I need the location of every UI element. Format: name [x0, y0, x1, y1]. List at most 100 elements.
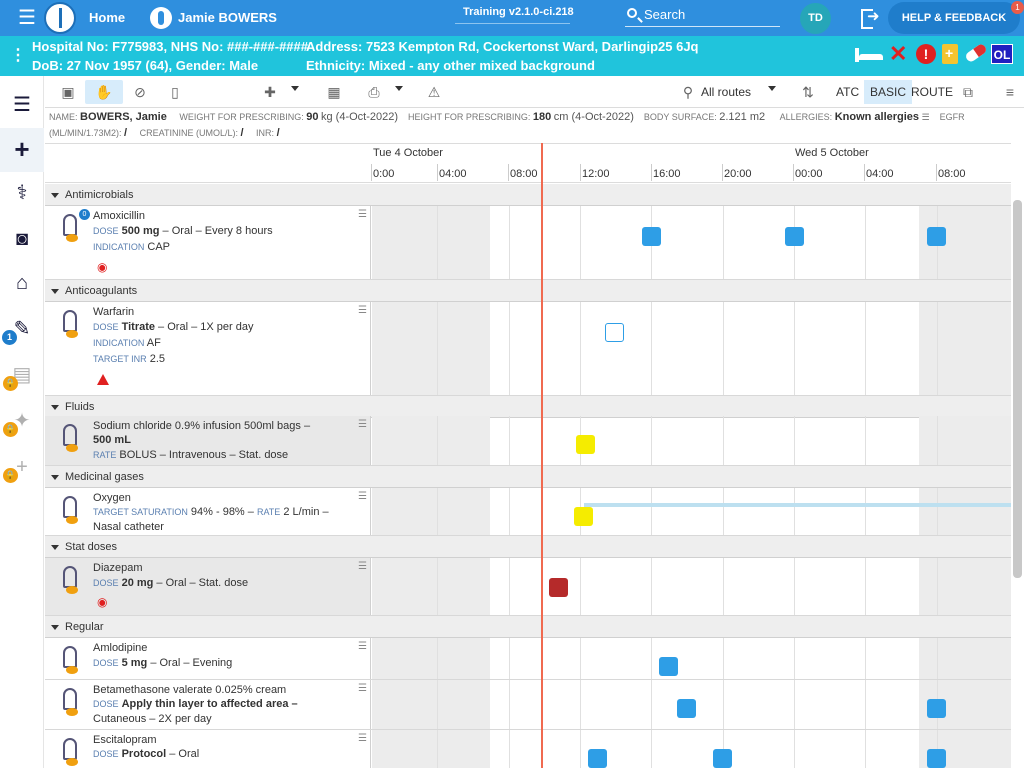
- row-menu-icon[interactable]: ☰: [358, 209, 367, 220]
- med-row-amlodipine[interactable]: Amlodipine DOSE 5 mg – Oral – Evening ☰: [45, 638, 1011, 680]
- med-info[interactable]: Diazepam DOSE 20 mg – Oral – Stat. dose …: [45, 558, 371, 615]
- chart-view-icon[interactable]: ▣: [61, 84, 75, 100]
- dose-scheduled[interactable]: [927, 699, 946, 718]
- signal-icon[interactable]: ◉: [97, 260, 108, 274]
- dose-stat-pending[interactable]: [574, 507, 593, 526]
- atc-toggle[interactable]: ATC: [836, 85, 860, 99]
- search-label[interactable]: Search: [644, 7, 686, 22]
- app-logo[interactable]: [44, 2, 76, 34]
- section-medicinal-gases[interactable]: Medicinal gases: [45, 466, 1011, 488]
- med-row-escitalopram[interactable]: Escitalopram DOSE Protocol – Oral ☰: [45, 730, 1011, 768]
- dose-scheduled[interactable]: [659, 657, 678, 676]
- section-fluids[interactable]: Fluids: [45, 396, 1011, 418]
- nav-camera[interactable]: ◙: [0, 218, 44, 262]
- med-row-oxygen[interactable]: Oxygen TARGET SATURATION 94% - 98% – RAT…: [45, 488, 1011, 536]
- dose-given[interactable]: [549, 578, 568, 597]
- egfr-unit: (ML/MIN/1.73M2):: [49, 128, 122, 138]
- med-info[interactable]: Betamethasone valerate 0.025% cream DOSE…: [45, 680, 371, 729]
- calendar-icon[interactable]: ▦: [327, 84, 341, 100]
- vertical-scrollbar[interactable]: [1013, 200, 1022, 578]
- section-anticoagulants[interactable]: Anticoagulants: [45, 280, 1011, 302]
- med-info[interactable]: Sodium chloride 0.9% infusion 500ml bags…: [45, 416, 371, 465]
- basic-toggle[interactable]: BASIC: [864, 80, 913, 104]
- dose-titrate-pending[interactable]: [605, 323, 624, 342]
- menu-icon[interactable]: ≡: [1005, 84, 1015, 100]
- routes-dropdown-icon[interactable]: [768, 86, 776, 91]
- compass-icon[interactable]: ⊘: [134, 84, 146, 100]
- row-menu-icon[interactable]: ☰: [358, 561, 367, 572]
- row-menu-icon[interactable]: ☰: [358, 683, 367, 694]
- route-toggle[interactable]: ROUTE: [911, 85, 953, 99]
- nav-edit[interactable]: ✎ 1: [0, 308, 44, 352]
- med-info[interactable]: Oxygen TARGET SATURATION 94% - 98% – RAT…: [45, 488, 371, 535]
- patient-name[interactable]: Jamie BOWERS: [178, 10, 277, 25]
- med-info[interactable]: Escitalopram DOSE Protocol – Oral ☰: [45, 730, 371, 768]
- section-regular[interactable]: Regular: [45, 616, 1011, 638]
- routes-select[interactable]: All routes: [701, 85, 752, 99]
- med-row-warfarin[interactable]: Warfarin DOSE Titrate – Oral – 1X per da…: [45, 302, 1011, 396]
- medication-icon: [63, 688, 78, 716]
- pill-icon[interactable]: [964, 42, 988, 64]
- ol-badge[interactable]: OL: [991, 44, 1013, 64]
- allergies-menu-icon[interactable]: ☰: [921, 112, 930, 122]
- home-link[interactable]: Home: [89, 10, 126, 25]
- dose-scheduled[interactable]: [677, 699, 696, 718]
- search-box[interactable]: Search: [625, 6, 780, 27]
- patient-icon: [150, 7, 172, 29]
- dose-scheduled[interactable]: [642, 227, 661, 246]
- allergies-value[interactable]: Known allergies: [834, 111, 920, 123]
- med-row-betamethasone[interactable]: Betamethasone valerate 0.025% cream DOSE…: [45, 680, 1011, 730]
- med-row-diazepam[interactable]: Diazepam DOSE 20 mg – Oral – Stat. dose …: [45, 558, 1011, 616]
- warning-icon[interactable]: ⚠: [427, 84, 441, 100]
- med-row-sodium-chloride[interactable]: Sodium chloride 0.9% infusion 500ml bags…: [45, 416, 1011, 466]
- kebab-menu-icon[interactable]: ⋮: [10, 47, 26, 64]
- row-menu-icon[interactable]: ☰: [358, 419, 367, 430]
- nav-stethoscope[interactable]: ⚕: [0, 172, 44, 216]
- med-info[interactable]: 0 Amoxicillin DOSE 500 mg – Oral – Every…: [45, 206, 371, 279]
- dose-stat-pending[interactable]: [576, 435, 595, 454]
- sort-icon[interactable]: ⇅: [802, 84, 814, 100]
- layers-icon[interactable]: ⧉: [963, 84, 973, 100]
- add-medication-icon[interactable]: ✚: [264, 84, 276, 100]
- print-dropdown-icon[interactable]: [395, 86, 403, 91]
- print-icon[interactable]: ⎙: [368, 84, 380, 100]
- continuous-infusion-bar[interactable]: [584, 503, 1011, 507]
- row-menu-icon[interactable]: ☰: [358, 733, 367, 744]
- med-info[interactable]: Amlodipine DOSE 5 mg – Oral – Evening ☰: [45, 638, 371, 679]
- hand-view-icon[interactable]: ✋: [85, 80, 123, 104]
- med-target-inr: TARGET INR 2.5: [93, 353, 166, 365]
- med-info[interactable]: Warfarin DOSE Titrate – Oral – 1X per da…: [45, 302, 371, 395]
- alert-icon[interactable]: !: [916, 44, 936, 64]
- hamburger-menu-icon[interactable]: ☰: [18, 7, 36, 29]
- dose-scheduled[interactable]: [785, 227, 804, 246]
- close-x-icon[interactable]: ✕: [889, 41, 908, 66]
- nav-home[interactable]: ⌂: [0, 262, 44, 306]
- nav-walker-locked[interactable]: ✦ 🔒: [0, 400, 44, 444]
- nav-add-locked[interactable]: + 🔒: [0, 446, 44, 490]
- warning-icon[interactable]: [97, 374, 109, 385]
- nav-list[interactable]: ☰: [0, 84, 44, 128]
- help-feedback-button[interactable]: HELP & FEEDBACK: [888, 2, 1020, 34]
- add-med-dropdown-icon[interactable]: [291, 86, 299, 91]
- dose-scheduled[interactable]: [588, 749, 607, 768]
- nav-add[interactable]: +: [0, 128, 44, 172]
- user-avatar[interactable]: TD: [800, 3, 831, 34]
- dose-scheduled[interactable]: [927, 227, 946, 246]
- bed-icon[interactable]: [855, 44, 883, 64]
- nav-charts-locked[interactable]: ▤ 🔒: [0, 354, 44, 398]
- row-menu-icon[interactable]: ☰: [358, 491, 367, 502]
- row-menu-icon[interactable]: ☰: [358, 641, 367, 652]
- search-icon[interactable]: [627, 8, 637, 18]
- dose-scheduled[interactable]: [927, 749, 946, 768]
- medicine-bottle-icon[interactable]: [942, 44, 958, 64]
- dose-timeline: [372, 416, 1011, 465]
- med-row-amoxicillin[interactable]: 0 Amoxicillin DOSE 500 mg – Oral – Every…: [45, 206, 1011, 280]
- section-antimicrobials[interactable]: Antimicrobials: [45, 184, 1011, 206]
- dose-scheduled[interactable]: [713, 749, 732, 768]
- logout-icon[interactable]: [861, 7, 881, 29]
- section-label: Regular: [65, 621, 104, 633]
- signal-icon[interactable]: ◉: [97, 595, 108, 609]
- section-stat-doses[interactable]: Stat doses: [45, 536, 1011, 558]
- document-icon[interactable]: ▯: [171, 84, 179, 100]
- row-menu-icon[interactable]: ☰: [358, 305, 367, 316]
